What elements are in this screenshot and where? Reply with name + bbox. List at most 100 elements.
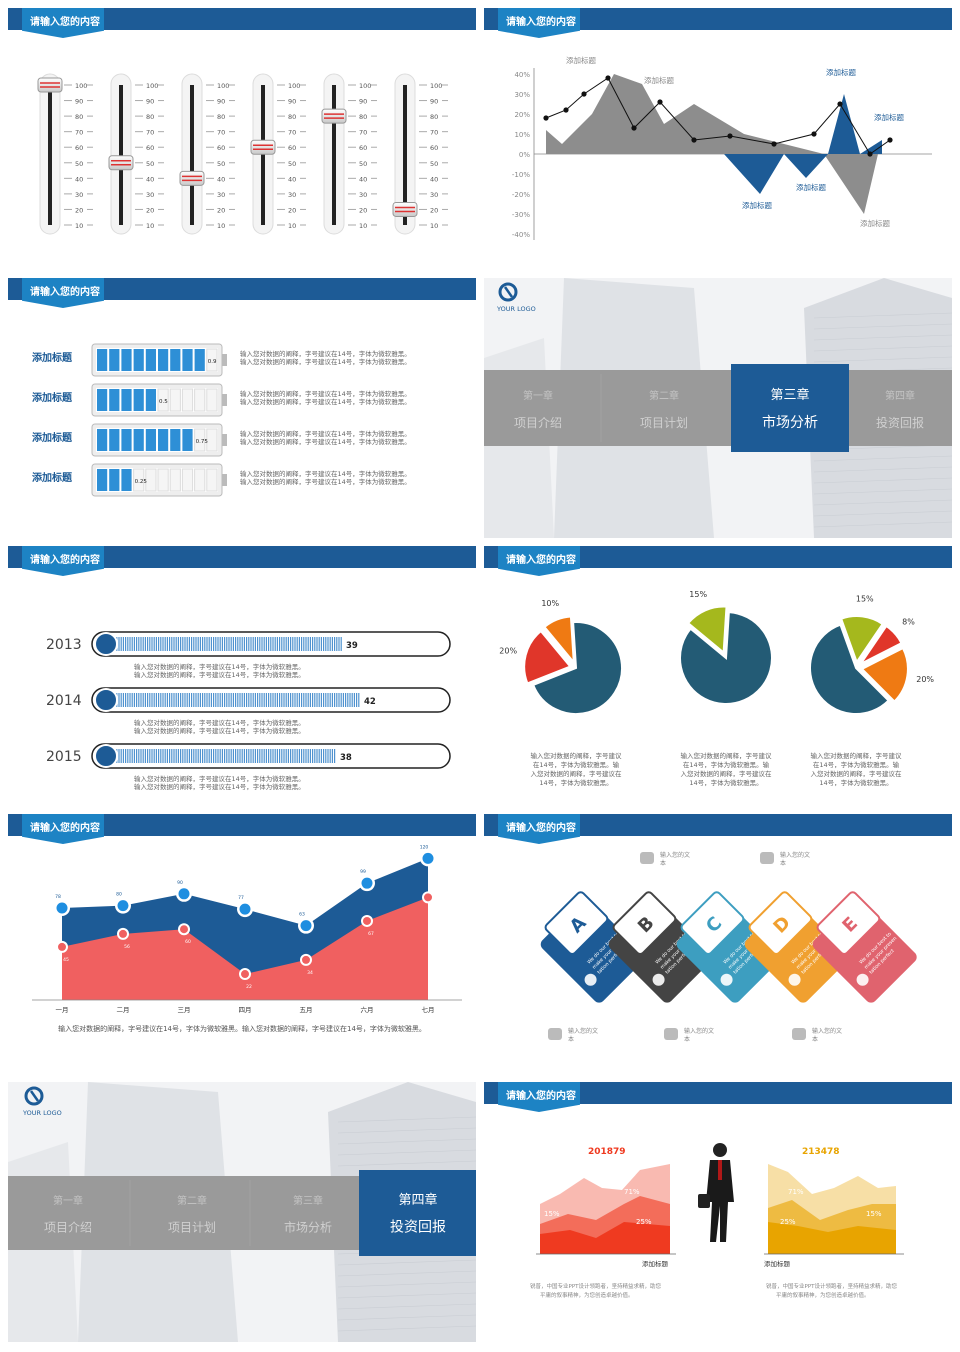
point-value: 22 bbox=[246, 984, 252, 990]
slider-tick-label: 10 bbox=[146, 222, 154, 230]
progress-panel: 请输入您的内容 2013 39 输入您对数据的阐释，字号建议在14号，字体为微软雅黑… bbox=[8, 546, 476, 806]
logo-text: YOUR LOGO bbox=[22, 1109, 62, 1117]
x-tick-label: 三月 bbox=[178, 1006, 191, 1014]
header-title: 请输入您的内容 bbox=[30, 823, 100, 834]
header-tab bbox=[22, 278, 104, 308]
figure-head bbox=[713, 1143, 727, 1157]
label-icon bbox=[760, 852, 774, 864]
building-line bbox=[813, 477, 952, 484]
pie-desc: 14号，字体为微软雅黑。 bbox=[819, 778, 892, 787]
panel-header bbox=[484, 814, 952, 836]
figure-bag bbox=[698, 1194, 710, 1208]
x-tick-label: 七月 bbox=[422, 1005, 435, 1014]
slider-tick-label: 50 bbox=[217, 160, 225, 168]
y-tick-label: -40% bbox=[512, 231, 530, 239]
battery-desc: 输入您对数据的阐释，字号建议在14号，字体为微软雅黑。 bbox=[240, 429, 411, 438]
panel-header bbox=[484, 1082, 952, 1104]
chapter-number: 第四章 bbox=[885, 389, 915, 402]
card-icon bbox=[856, 973, 869, 986]
building-line bbox=[813, 345, 952, 352]
card-tab bbox=[680, 891, 745, 955]
gray-area bbox=[546, 74, 878, 214]
chapter-number: 第一章 bbox=[53, 1194, 83, 1207]
label-text: 输入您的文 bbox=[812, 1027, 842, 1035]
slider-tick-label: 30 bbox=[146, 191, 154, 199]
progress-value: 42 bbox=[364, 697, 376, 707]
slider-tick-label: 100 bbox=[75, 82, 87, 90]
building-line bbox=[337, 1314, 476, 1321]
pie-label: 8% bbox=[902, 618, 915, 627]
progress-year: 2015 bbox=[46, 749, 82, 765]
data-point bbox=[811, 131, 817, 137]
slider-tick-label: 70 bbox=[75, 129, 83, 137]
card-icon bbox=[720, 973, 733, 986]
stat-number: 201879 bbox=[588, 1147, 626, 1157]
battery-tip bbox=[222, 394, 227, 406]
dual-area-panel: 请输入您的内容 71% 25% 15% 71% 25% 15% 201879 213478 添加… bbox=[484, 1082, 952, 1342]
chapter4-panel: YOUR LOGO 第一章 项目介绍 第二章 项目计划 第三章 市场分析 第四章 投资回报 bbox=[8, 1082, 476, 1342]
x-tick-label: 一月 bbox=[56, 1006, 69, 1014]
card-tab bbox=[544, 891, 609, 955]
slider-tick-label: 90 bbox=[288, 98, 296, 106]
battery-label: 添加标题 bbox=[32, 471, 73, 484]
figure-body bbox=[706, 1160, 734, 1242]
card-icon bbox=[788, 973, 801, 986]
panel-header bbox=[8, 278, 476, 300]
header-title: 请输入您的内容 bbox=[506, 1091, 576, 1102]
slider-tick-label: 100 bbox=[430, 82, 442, 90]
pie-desc: 输入您对数据的阐释，字号建议 bbox=[531, 751, 623, 760]
pie-desc: 输入您对数据的阐释，字号建议 bbox=[681, 751, 773, 760]
slider-track bbox=[48, 85, 52, 225]
building-line bbox=[813, 356, 952, 363]
battery-desc: 输入您对数据的阐释，字号建议在14号，字体为微软雅黑。 bbox=[240, 469, 411, 478]
chapter-title: 市场分析 bbox=[762, 414, 818, 431]
area-desc: 锐普，中国专业PPT设计领跑者，坚持精益求精，助您 bbox=[766, 1282, 897, 1290]
slider-track bbox=[119, 85, 123, 225]
slider-tick-label: 20 bbox=[217, 206, 225, 214]
pie-desc: 输入您对数据的阐释，字号建议 bbox=[811, 751, 903, 760]
data-point bbox=[117, 900, 129, 912]
battery-cell bbox=[145, 429, 156, 451]
slider-tick-label: 20 bbox=[359, 206, 367, 214]
battery-cell bbox=[121, 349, 132, 371]
slider-tick-label: 70 bbox=[288, 129, 296, 137]
slider-tick-label: 50 bbox=[288, 160, 296, 168]
slider-tick-label: 90 bbox=[359, 98, 367, 106]
slider-tick-label: 50 bbox=[430, 160, 438, 168]
battery-cell bbox=[170, 429, 181, 451]
pie-desc: 入您对数据的阐释，字号建议在 bbox=[531, 769, 623, 778]
building-line bbox=[337, 1116, 476, 1123]
slider-tick-label: 30 bbox=[430, 191, 438, 199]
y-tick-label: 10% bbox=[514, 131, 530, 139]
slider-tick-label: 10 bbox=[217, 222, 225, 230]
slider-tick-label: 40 bbox=[430, 175, 438, 183]
slider-tick-label: 40 bbox=[146, 175, 154, 183]
slider-tick-label: 30 bbox=[217, 191, 225, 199]
chapter-title: 投资回报 bbox=[876, 415, 924, 430]
pie-slice bbox=[531, 621, 623, 715]
battery-desc: 输入您对数据的阐释，字号建议在14号，字体为微软雅黑。 bbox=[240, 389, 411, 398]
label-text: 本 bbox=[812, 1035, 818, 1043]
chapter-active-box bbox=[359, 1170, 476, 1256]
battery-cell bbox=[158, 349, 169, 371]
data-point bbox=[424, 893, 432, 902]
progress-knob bbox=[94, 744, 118, 768]
battery-cell bbox=[97, 389, 108, 411]
building-line bbox=[337, 1292, 476, 1299]
data-point bbox=[543, 115, 549, 121]
area-pct: 25% bbox=[780, 1218, 796, 1226]
label-icon bbox=[548, 1028, 562, 1040]
progress-year: 2013 bbox=[46, 637, 82, 653]
battery-panel: 请输入您的内容 添加标题 0.9 输入您对数据的阐释，字号建议在14号，字体为微软雅… bbox=[8, 278, 476, 538]
slider-tick-label: 60 bbox=[75, 144, 83, 152]
blue-area bbox=[724, 94, 882, 194]
label-text: 输入您的文 bbox=[684, 1027, 714, 1035]
slider-track bbox=[332, 85, 336, 225]
battery-cell bbox=[194, 388, 206, 412]
building-line bbox=[813, 488, 952, 495]
progress-value: 38 bbox=[340, 753, 352, 763]
chapter-number: 第二章 bbox=[649, 389, 679, 402]
header-title: 请输入您的内容 bbox=[506, 555, 576, 566]
panel-header bbox=[484, 546, 952, 568]
